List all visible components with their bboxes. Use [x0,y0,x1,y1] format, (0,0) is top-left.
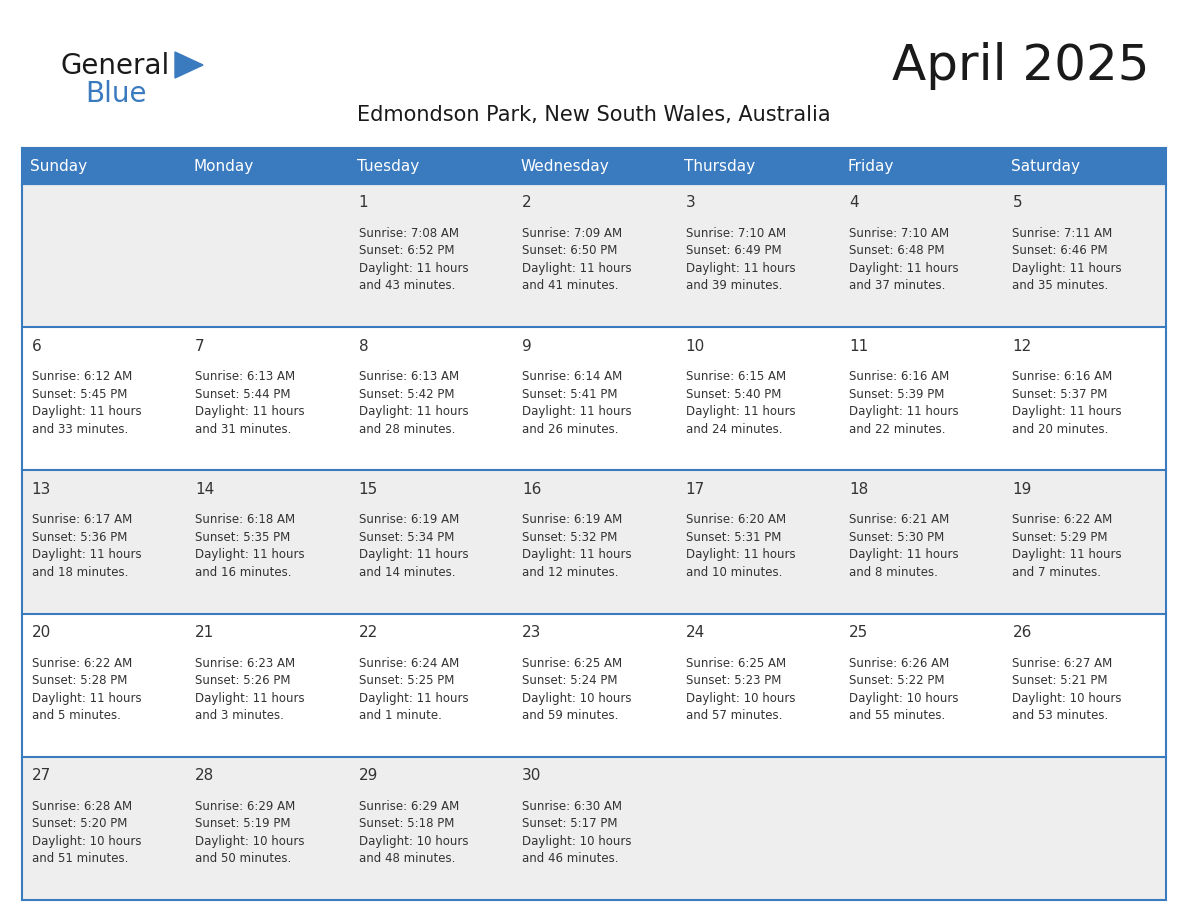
Text: 4: 4 [849,196,859,210]
Text: Sunrise: 6:12 AM
Sunset: 5:45 PM
Daylight: 11 hours
and 33 minutes.: Sunrise: 6:12 AM Sunset: 5:45 PM Dayligh… [32,370,141,436]
Text: 3: 3 [685,196,695,210]
Text: 28: 28 [195,768,215,783]
Text: Sunrise: 6:19 AM
Sunset: 5:32 PM
Daylight: 11 hours
and 12 minutes.: Sunrise: 6:19 AM Sunset: 5:32 PM Dayligh… [522,513,632,579]
Text: Sunrise: 6:23 AM
Sunset: 5:26 PM
Daylight: 11 hours
and 3 minutes.: Sunrise: 6:23 AM Sunset: 5:26 PM Dayligh… [195,656,305,722]
Text: Sunrise: 6:29 AM
Sunset: 5:19 PM
Daylight: 10 hours
and 50 minutes.: Sunrise: 6:29 AM Sunset: 5:19 PM Dayligh… [195,800,305,866]
Text: 18: 18 [849,482,868,497]
Text: Sunrise: 7:11 AM
Sunset: 6:46 PM
Daylight: 11 hours
and 35 minutes.: Sunrise: 7:11 AM Sunset: 6:46 PM Dayligh… [1012,227,1121,293]
Text: Sunrise: 6:21 AM
Sunset: 5:30 PM
Daylight: 11 hours
and 8 minutes.: Sunrise: 6:21 AM Sunset: 5:30 PM Dayligh… [849,513,959,579]
Text: Sunrise: 7:10 AM
Sunset: 6:49 PM
Daylight: 11 hours
and 39 minutes.: Sunrise: 7:10 AM Sunset: 6:49 PM Dayligh… [685,227,795,293]
Text: Sunrise: 6:18 AM
Sunset: 5:35 PM
Daylight: 11 hours
and 16 minutes.: Sunrise: 6:18 AM Sunset: 5:35 PM Dayligh… [195,513,305,579]
Text: Blue: Blue [86,80,146,108]
Text: Sunrise: 6:24 AM
Sunset: 5:25 PM
Daylight: 11 hours
and 1 minute.: Sunrise: 6:24 AM Sunset: 5:25 PM Dayligh… [359,656,468,722]
Text: 12: 12 [1012,339,1031,353]
Text: 24: 24 [685,625,704,640]
Text: 19: 19 [1012,482,1031,497]
Text: Sunrise: 6:25 AM
Sunset: 5:24 PM
Daylight: 10 hours
and 59 minutes.: Sunrise: 6:25 AM Sunset: 5:24 PM Dayligh… [522,656,632,722]
Text: April 2025: April 2025 [892,42,1150,90]
Text: Friday: Friday [847,159,893,174]
Text: 25: 25 [849,625,868,640]
Text: 22: 22 [359,625,378,640]
Text: Sunrise: 6:27 AM
Sunset: 5:21 PM
Daylight: 10 hours
and 53 minutes.: Sunrise: 6:27 AM Sunset: 5:21 PM Dayligh… [1012,656,1121,722]
Text: 29: 29 [359,768,378,783]
Text: Sunrise: 7:08 AM
Sunset: 6:52 PM
Daylight: 11 hours
and 43 minutes.: Sunrise: 7:08 AM Sunset: 6:52 PM Dayligh… [359,227,468,293]
Text: Sunrise: 7:10 AM
Sunset: 6:48 PM
Daylight: 11 hours
and 37 minutes.: Sunrise: 7:10 AM Sunset: 6:48 PM Dayligh… [849,227,959,293]
Text: 5: 5 [1012,196,1022,210]
Text: 15: 15 [359,482,378,497]
Text: Sunrise: 7:09 AM
Sunset: 6:50 PM
Daylight: 11 hours
and 41 minutes.: Sunrise: 7:09 AM Sunset: 6:50 PM Dayligh… [522,227,632,293]
Text: 2: 2 [522,196,532,210]
Text: Sunrise: 6:17 AM
Sunset: 5:36 PM
Daylight: 11 hours
and 18 minutes.: Sunrise: 6:17 AM Sunset: 5:36 PM Dayligh… [32,513,141,579]
Text: Sunrise: 6:16 AM
Sunset: 5:39 PM
Daylight: 11 hours
and 22 minutes.: Sunrise: 6:16 AM Sunset: 5:39 PM Dayligh… [849,370,959,436]
Text: Sunday: Sunday [30,159,87,174]
Text: 30: 30 [522,768,542,783]
Text: Sunrise: 6:22 AM
Sunset: 5:28 PM
Daylight: 11 hours
and 5 minutes.: Sunrise: 6:22 AM Sunset: 5:28 PM Dayligh… [32,656,141,722]
Text: 14: 14 [195,482,215,497]
Bar [23,184,1165,327]
Text: 10: 10 [685,339,704,353]
Text: 13: 13 [32,482,51,497]
Bar [23,756,1165,900]
Text: 1: 1 [359,196,368,210]
Text: 23: 23 [522,625,542,640]
Text: Sunrise: 6:26 AM
Sunset: 5:22 PM
Daylight: 10 hours
and 55 minutes.: Sunrise: 6:26 AM Sunset: 5:22 PM Dayligh… [849,656,959,722]
Text: Sunrise: 6:14 AM
Sunset: 5:41 PM
Daylight: 11 hours
and 26 minutes.: Sunrise: 6:14 AM Sunset: 5:41 PM Dayligh… [522,370,632,436]
Text: Tuesday: Tuesday [358,159,419,174]
Text: 26: 26 [1012,625,1031,640]
Text: 20: 20 [32,625,51,640]
Text: 21: 21 [195,625,215,640]
Bar [23,470,1165,613]
Text: 16: 16 [522,482,542,497]
Text: General: General [61,52,169,80]
Text: Saturday: Saturday [1011,159,1080,174]
Text: Sunrise: 6:22 AM
Sunset: 5:29 PM
Daylight: 11 hours
and 7 minutes.: Sunrise: 6:22 AM Sunset: 5:29 PM Dayligh… [1012,513,1121,579]
Text: 6: 6 [32,339,42,353]
Text: Monday: Monday [194,159,254,174]
Text: Sunrise: 6:16 AM
Sunset: 5:37 PM
Daylight: 11 hours
and 20 minutes.: Sunrise: 6:16 AM Sunset: 5:37 PM Dayligh… [1012,370,1121,436]
Text: 9: 9 [522,339,532,353]
Text: Sunrise: 6:13 AM
Sunset: 5:44 PM
Daylight: 11 hours
and 31 minutes.: Sunrise: 6:13 AM Sunset: 5:44 PM Dayligh… [195,370,305,436]
Text: 17: 17 [685,482,704,497]
Text: 27: 27 [32,768,51,783]
Text: 8: 8 [359,339,368,353]
Bar [23,613,1165,756]
Text: Wednesday: Wednesday [520,159,609,174]
Text: 11: 11 [849,339,868,353]
Polygon shape [175,52,203,78]
Text: 7: 7 [195,339,204,353]
Text: Sunrise: 6:28 AM
Sunset: 5:20 PM
Daylight: 10 hours
and 51 minutes.: Sunrise: 6:28 AM Sunset: 5:20 PM Dayligh… [32,800,141,866]
Text: Sunrise: 6:29 AM
Sunset: 5:18 PM
Daylight: 10 hours
and 48 minutes.: Sunrise: 6:29 AM Sunset: 5:18 PM Dayligh… [359,800,468,866]
Text: Sunrise: 6:20 AM
Sunset: 5:31 PM
Daylight: 11 hours
and 10 minutes.: Sunrise: 6:20 AM Sunset: 5:31 PM Dayligh… [685,513,795,579]
Text: Edmondson Park, New South Wales, Australia: Edmondson Park, New South Wales, Austral… [358,105,830,125]
Bar [23,327,1165,470]
Text: Sunrise: 6:30 AM
Sunset: 5:17 PM
Daylight: 10 hours
and 46 minutes.: Sunrise: 6:30 AM Sunset: 5:17 PM Dayligh… [522,800,632,866]
Text: Thursday: Thursday [684,159,756,174]
Text: Sunrise: 6:15 AM
Sunset: 5:40 PM
Daylight: 11 hours
and 24 minutes.: Sunrise: 6:15 AM Sunset: 5:40 PM Dayligh… [685,370,795,436]
Text: Sunrise: 6:13 AM
Sunset: 5:42 PM
Daylight: 11 hours
and 28 minutes.: Sunrise: 6:13 AM Sunset: 5:42 PM Dayligh… [359,370,468,436]
Bar [23,148,1165,184]
Text: Sunrise: 6:25 AM
Sunset: 5:23 PM
Daylight: 10 hours
and 57 minutes.: Sunrise: 6:25 AM Sunset: 5:23 PM Dayligh… [685,656,795,722]
Text: Sunrise: 6:19 AM
Sunset: 5:34 PM
Daylight: 11 hours
and 14 minutes.: Sunrise: 6:19 AM Sunset: 5:34 PM Dayligh… [359,513,468,579]
